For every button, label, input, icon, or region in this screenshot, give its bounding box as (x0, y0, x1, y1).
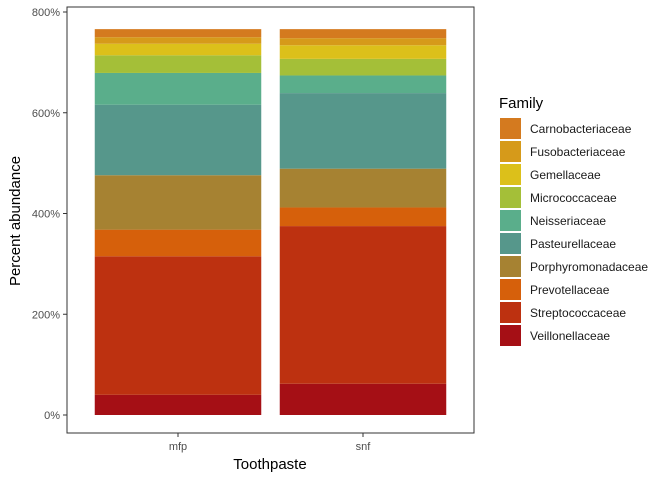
bar-segment-mfp-gemellaceae (94, 43, 262, 56)
legend-label-gemellaceae: Gemellaceae (530, 168, 601, 182)
bar-segment-mfp-prevotellaceae (94, 229, 262, 257)
legend-label-porphyromonadaceae: Porphyromonadaceae (530, 260, 648, 274)
x-tick-label: snf (356, 441, 372, 453)
legend-label-neisseriaceae: Neisseriaceae (530, 214, 606, 228)
legend-title: Family (499, 95, 544, 112)
legend-key-gemellaceae (500, 164, 521, 185)
y-tick-label: 600% (32, 108, 60, 120)
legend-label-fusobacteriaceae: Fusobacteriaceae (530, 145, 626, 159)
bar-segment-mfp-fusobacteriaceae (94, 37, 262, 44)
legend-key-micrococcaceae (500, 187, 521, 208)
legend-key-pasteurellaceae (500, 233, 521, 254)
y-tick-label: 800% (32, 7, 60, 19)
x-axis-title: Toothpaste (233, 456, 306, 473)
legend-label-micrococcaceae: Micrococcaceae (530, 191, 617, 205)
legend-key-prevotellaceae (500, 279, 521, 300)
bar-segment-mfp-pasteurellaceae (94, 104, 262, 176)
panel-border (66, 6, 475, 434)
legend-label-prevotellaceae: Prevotellaceae (530, 283, 610, 297)
legend-label-carnobacteriaceae: Carnobacteriaceae (530, 122, 632, 136)
bar-segment-snf-porphyromonadaceae (279, 168, 447, 208)
bars-layer (94, 29, 447, 415)
bar-segment-snf-streptococcaceae (279, 226, 447, 384)
legend: Family Carnobacteriaceae Fusobacteriaceae… (499, 95, 648, 346)
legend-key-carnobacteriaceae (500, 118, 521, 139)
bar-segment-mfp-neisseriaceae (94, 72, 262, 105)
bar-segment-mfp-micrococcaceae (94, 55, 262, 73)
y-tick-label: 200% (32, 309, 60, 321)
bar-segment-snf-prevotellaceae (279, 207, 447, 227)
legend-key-fusobacteriaceae (500, 141, 521, 162)
bar-segment-mfp-streptococcaceae (94, 256, 262, 395)
y-axis: 0% 200% 400% 600% 800% (32, 7, 67, 422)
bar-segment-snf-carnobacteriaceae (279, 29, 447, 39)
bar-segment-mfp-porphyromonadaceae (94, 175, 262, 230)
legend-key-neisseriaceae (500, 210, 521, 231)
y-tick-label: 400% (32, 209, 60, 221)
legend-key-veillonellaceae (500, 325, 521, 346)
bar-segment-mfp-carnobacteriaceae (94, 29, 262, 38)
bar-segment-snf-micrococcaceae (279, 58, 447, 76)
bar-segment-snf-fusobacteriaceae (279, 38, 447, 46)
bar-segment-mfp-veillonellaceae (94, 394, 262, 415)
legend-key-porphyromonadaceae (500, 256, 521, 277)
legend-label-pasteurellaceae: Pasteurellaceae (530, 237, 616, 251)
bar-segment-snf-neisseriaceae (279, 75, 447, 94)
bar-segment-snf-gemellaceae (279, 45, 447, 59)
y-axis-title: Percent abundance (7, 156, 24, 286)
bar-segment-snf-veillonellaceae (279, 383, 447, 415)
x-tick-label: mfp (169, 441, 187, 453)
y-tick-label: 0% (44, 410, 60, 422)
legend-label-streptococcaceae: Streptococcaceae (530, 306, 626, 320)
bar-segment-snf-pasteurellaceae (279, 93, 447, 169)
legend-label-veillonellaceae: Veillonellaceae (530, 329, 610, 343)
legend-key-streptococcaceae (500, 302, 521, 323)
x-axis: mfp snf (169, 433, 371, 453)
